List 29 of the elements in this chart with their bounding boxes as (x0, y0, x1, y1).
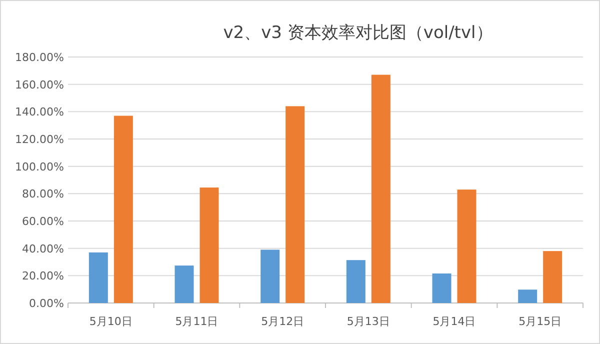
bar (200, 188, 219, 303)
bar (346, 260, 366, 303)
bar (174, 266, 194, 303)
y-tick-label: 100.00% (15, 160, 64, 174)
y-tick-label: 80.00% (22, 188, 64, 201)
y-tick-label: 120.00% (15, 133, 64, 146)
x-tick-label: 5月13日 (346, 315, 390, 328)
bar (457, 190, 476, 303)
y-tick-label: 140.00% (15, 106, 64, 119)
y-tick-label: 160.00% (15, 78, 64, 92)
bar (371, 74, 390, 303)
bar (432, 273, 452, 303)
x-tick-label: 5月10日 (89, 315, 132, 328)
y-tick-label: 40.00% (22, 242, 64, 256)
x-tick-label: 5月11日 (175, 315, 218, 328)
x-tick-label: 5月14日 (432, 315, 476, 328)
y-tick-label: 60.00% (22, 215, 64, 228)
y-tick-label: 0.00% (29, 297, 64, 310)
chart-title: v2、v3 资本效率对比图（vol/tvl） (223, 23, 493, 43)
y-tick-label: 20.00% (22, 270, 64, 283)
bar (543, 251, 562, 303)
y-tick-label: 180.00% (15, 51, 64, 64)
bar (114, 116, 133, 303)
bar (88, 252, 108, 303)
bar (518, 290, 538, 303)
bar (260, 250, 280, 303)
x-tick-label: 5月15日 (518, 315, 562, 328)
bar (286, 106, 305, 303)
x-tick-label: 5月12日 (261, 315, 304, 328)
